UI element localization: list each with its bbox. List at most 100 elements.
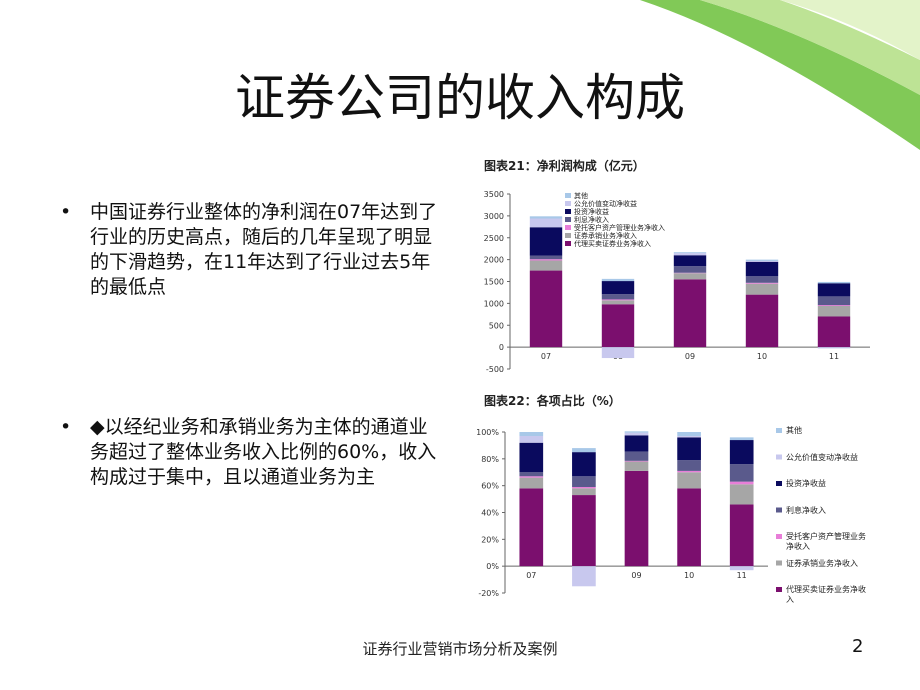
- y-tick-label: 100%: [476, 428, 499, 437]
- legend-label: 其他: [574, 191, 588, 200]
- bar-segment: [817, 316, 851, 348]
- legend-swatch: [565, 217, 571, 222]
- legend-label: 公允价值变动净收益: [574, 199, 637, 208]
- bar-segment: [817, 306, 851, 317]
- bar-segment: [745, 283, 779, 295]
- bar-segment: [601, 304, 635, 348]
- legend-label: 投资净收益: [574, 207, 609, 216]
- bar-segment: [572, 566, 596, 587]
- legend-swatch: [565, 193, 571, 198]
- slide-title: 证券公司的收入构成: [235, 69, 685, 127]
- bar-segment: [677, 470, 701, 473]
- x-tick-label: 10: [684, 571, 694, 580]
- legend-swatch: [776, 454, 782, 460]
- bar-segment: [677, 460, 701, 471]
- legend-swatch: [565, 233, 571, 238]
- bar-segment: [677, 472, 701, 489]
- x-tick-label: 09: [685, 352, 695, 361]
- bullet-text: ◆以经纪业务和承销业务为主体的通道业务超过了整体业务收入比例的60%，收入构成过…: [90, 416, 437, 488]
- bullet-dot: •: [60, 416, 72, 438]
- bar-segment: [572, 452, 596, 477]
- bar-segment: [624, 435, 649, 452]
- bar-segment: [745, 260, 779, 262]
- swoosh: [780, 0, 920, 60]
- bar-segment: [673, 253, 707, 256]
- bar-segment: [673, 255, 707, 267]
- bar-segment: [677, 488, 701, 567]
- bar-segment: [817, 305, 851, 306]
- bar-segment: [624, 470, 649, 567]
- bullet: • 中国证券行业整体的净利润在07年达到了行业的历史高点，随后的几年呈现了明显的…: [60, 200, 440, 310]
- bar-segment: [729, 481, 754, 485]
- chart-title: 图表22：各项占比（%）: [484, 393, 621, 408]
- legend-swatch: [776, 428, 782, 433]
- bar-segment: [572, 487, 596, 489]
- bar-segment: [529, 218, 563, 228]
- bar-segment: [624, 460, 649, 462]
- bar-segment: [519, 476, 544, 478]
- y-tick-label: -20%: [478, 589, 499, 598]
- y-tick-label: 3000: [484, 212, 504, 221]
- legend-label: 投资净收益: [786, 479, 826, 488]
- legend-swatch: [565, 209, 571, 214]
- bar-segment: [624, 431, 649, 433]
- x-tick-label: 07: [526, 571, 536, 580]
- legend-swatch: [565, 241, 571, 246]
- swoosh: [700, 0, 920, 95]
- legend-swatch: [776, 560, 782, 566]
- bar-segment: [529, 260, 563, 271]
- y-tick-label: 40%: [481, 509, 499, 518]
- legend-label: 公允价值变动净收益: [786, 452, 858, 462]
- bullet: • ◆以经纪业务和承销业务为主体的通道业务超过了整体业务收入比例的60%，收入构…: [60, 415, 440, 525]
- bar-segment: [572, 488, 596, 496]
- bar-segment: [817, 296, 851, 306]
- bar-segment: [572, 448, 596, 453]
- bar-segment: [817, 347, 851, 349]
- y-tick-label: 500: [489, 321, 504, 330]
- bar-segment: [519, 442, 544, 473]
- y-tick-label: -500: [486, 365, 504, 374]
- legend-swatch: [776, 507, 782, 513]
- legend-swatch: [776, 481, 782, 486]
- bar-segment: [572, 495, 596, 567]
- legend-swatch: [565, 201, 571, 206]
- page-number: 2: [852, 636, 864, 657]
- bar-segment: [729, 437, 754, 441]
- legend-swatch: [565, 225, 571, 230]
- bar-segment: [745, 294, 779, 348]
- bar-segment: [624, 432, 649, 436]
- bar-segment: [529, 259, 563, 261]
- bullet-text: 中国证券行业整体的净利润在07年达到了行业的历史高点，随后的几年呈现了明显的下滑…: [90, 201, 438, 298]
- bar-segment: [729, 566, 754, 571]
- bar-segment: [745, 261, 779, 277]
- bar-segment: [529, 255, 563, 260]
- bar-segment: [519, 432, 544, 437]
- bar-segment: [673, 252, 707, 254]
- bar-segment: [673, 279, 707, 348]
- bar-segment: [745, 259, 779, 261]
- y-tick-label: 2000: [484, 256, 504, 265]
- y-tick-label: 80%: [481, 455, 499, 464]
- y-tick-label: 1000: [484, 299, 504, 308]
- x-tick-label: 11: [829, 352, 839, 361]
- y-tick-label: 60%: [481, 482, 499, 491]
- bar-segment: [673, 273, 707, 280]
- bar-segment: [817, 283, 851, 297]
- bar-segment: [601, 299, 635, 301]
- legend-label: 受托客户资产管理业务净收入: [786, 532, 866, 551]
- legend-label: 其他: [786, 426, 802, 435]
- y-tick-label: 0%: [486, 562, 499, 571]
- bar-segment: [624, 451, 649, 461]
- bar-segment: [601, 347, 635, 359]
- bar-segment: [673, 266, 707, 273]
- legend-label: 受托客户资产管理业务净收入: [574, 223, 665, 232]
- swoosh: [640, 0, 920, 150]
- y-tick-label: 0: [499, 343, 504, 352]
- footer: 证券行业营销市场分析及案例: [362, 640, 558, 658]
- bar-segment: [519, 488, 544, 567]
- y-tick-label: 3500: [484, 190, 504, 199]
- bar-segment: [745, 282, 779, 284]
